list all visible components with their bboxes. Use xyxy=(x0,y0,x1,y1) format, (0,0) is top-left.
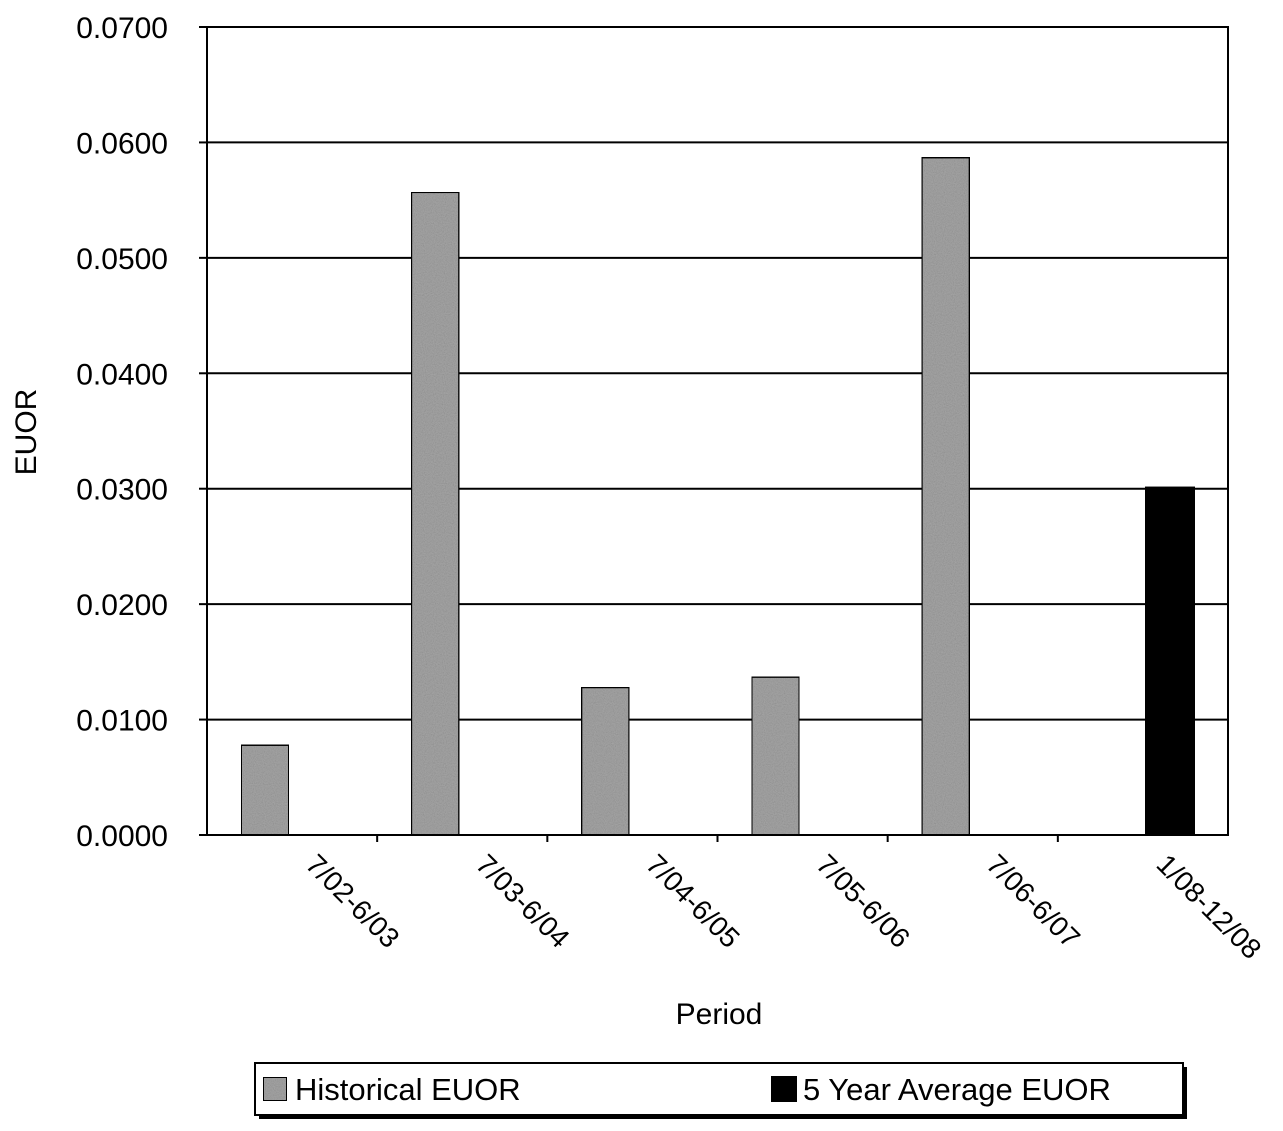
y-tick-label: 0.0000 xyxy=(76,820,168,853)
bar-historical-euor xyxy=(750,675,801,836)
y-tick-label: 0.0100 xyxy=(76,705,168,738)
x-tick-label: 1/08-12/08 xyxy=(1151,848,1268,965)
y-tick-label: 0.0500 xyxy=(76,243,168,276)
x-tick-label: 7/02-6/03 xyxy=(300,848,406,954)
x-tick-label: 7/05-6/06 xyxy=(810,848,916,954)
y-tick-label: 0.0700 xyxy=(76,12,168,45)
bar-historical-euor xyxy=(240,743,290,836)
bar-historical-euor xyxy=(580,686,631,836)
x-axis-title: Period xyxy=(676,998,763,1031)
y-axis-title: EUOR xyxy=(10,389,43,476)
bar-5-year-average-euor xyxy=(1145,486,1195,836)
legend-label: Historical EUOR xyxy=(295,1072,521,1107)
x-tick-label: 7/06-6/07 xyxy=(981,848,1087,954)
x-tick-label: 7/03-6/04 xyxy=(470,848,576,954)
legend-swatch xyxy=(262,1076,288,1102)
y-tick-label: 0.0400 xyxy=(76,358,168,391)
plot-area xyxy=(206,26,1229,836)
y-tick-label: 0.0600 xyxy=(76,127,168,160)
legend-swatch xyxy=(771,1076,797,1102)
bar-historical-euor xyxy=(920,156,971,837)
y-tick-label: 0.0200 xyxy=(76,589,168,622)
bar-historical-euor xyxy=(410,191,461,836)
legend-label: 5 Year Average EUOR xyxy=(803,1072,1111,1107)
legend-box xyxy=(254,1062,1184,1116)
y-tick-label: 0.0300 xyxy=(76,474,168,507)
x-tick-label: 7/04-6/05 xyxy=(640,848,746,954)
